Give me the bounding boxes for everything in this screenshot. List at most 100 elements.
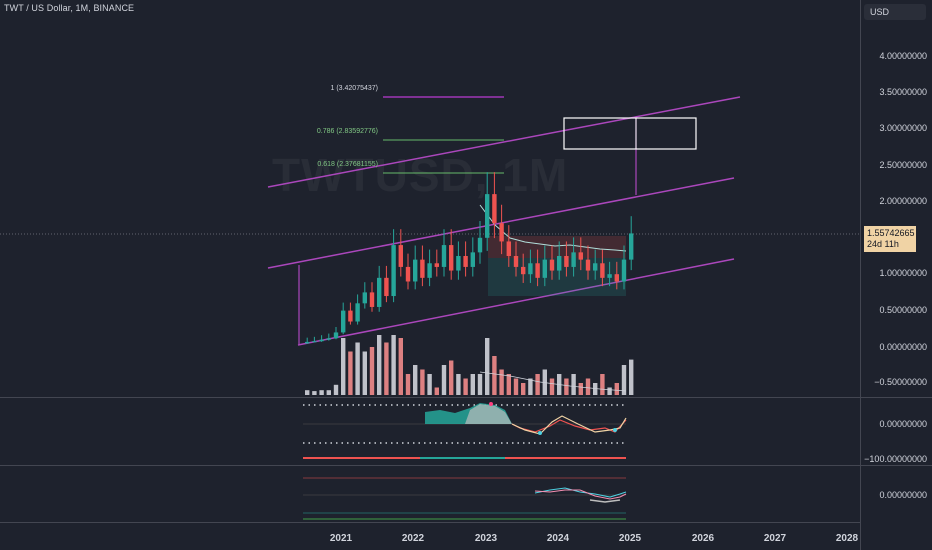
price-tick: −0.50000000 [874,377,927,387]
volume-bar [362,351,367,395]
moving-average-line [479,204,627,252]
candle[interactable] [434,263,439,267]
volume-bar [593,383,598,395]
volume-bar [319,390,324,395]
candle[interactable] [463,256,468,267]
fib-level-0618-label: 0.618 (2.37681155) [317,161,378,168]
chart-canvas[interactable]: 1 (3.42075437) 0.786 (2.83592776) 0.618 … [0,0,860,522]
candle[interactable] [528,263,533,275]
candle[interactable] [362,292,367,304]
year-label: 2022 [401,533,425,544]
candle[interactable] [341,310,346,333]
volume-bar [305,390,310,395]
volume-bar [341,338,346,395]
candle[interactable] [413,259,418,282]
volume-bar [413,365,418,395]
volume-bar [348,351,353,395]
volume-bar [470,374,475,395]
year-label: 2028 [835,533,859,544]
candle[interactable] [398,245,403,267]
target-zone-box[interactable] [563,117,697,150]
candle[interactable] [621,259,627,282]
volume-bar [600,374,605,395]
volume-bar [355,342,360,395]
symbol-title: TWT / US Dollar, 1M, BINANCE [4,3,135,13]
candle[interactable] [542,259,547,278]
candle[interactable] [506,241,511,256]
volume-bar [549,378,555,395]
candle[interactable] [427,263,432,278]
candle[interactable] [449,245,454,271]
candle[interactable] [333,332,339,339]
price-tick: 3.00000000 [879,123,927,133]
volume-bar [326,390,331,395]
osc2-main-line [534,487,627,498]
time-axis[interactable]: 2021 2022 2023 2024 2025 2026 2027 2028 [0,522,860,550]
candle[interactable] [326,338,331,340]
candle[interactable] [571,252,576,267]
candle[interactable] [485,194,490,238]
volume-bar [369,347,375,395]
candle[interactable] [557,256,562,271]
candle[interactable] [369,292,375,307]
candle[interactable] [578,252,583,260]
volume-bar [377,335,382,395]
price-tick: 0.00000000 [879,342,927,352]
volume-bar [492,356,497,395]
volume-bar [571,374,576,395]
candle[interactable] [492,194,497,224]
candle[interactable] [513,256,519,267]
candle[interactable] [377,277,382,307]
channel-lower-line[interactable] [297,258,735,346]
candle[interactable] [521,266,526,275]
candle[interactable] [312,341,317,343]
channel-middle-line[interactable] [267,177,735,269]
candle[interactable] [600,263,605,278]
currency-selector[interactable]: USD [864,4,926,20]
volume-bar [463,378,468,395]
candle[interactable] [319,339,324,342]
candle[interactable] [391,245,396,297]
pane-separator-2[interactable] [0,465,932,466]
candles-group[interactable] [305,172,634,344]
year-label: 2025 [618,533,642,544]
candle[interactable] [477,237,483,253]
candle[interactable] [535,263,540,278]
pane-separator-1[interactable] [0,397,932,398]
price-axis[interactable]: 4.00000000 3.50000000 3.00000000 2.50000… [860,0,932,550]
candle[interactable] [384,277,389,297]
candle[interactable] [564,256,569,267]
candle[interactable] [499,223,504,242]
candle[interactable] [348,310,353,322]
last-price-value: 1.55742665 [867,228,915,238]
candle[interactable] [549,259,555,271]
volume-bar [621,365,627,395]
volume-bar [456,374,461,395]
candle[interactable] [405,266,411,282]
price-tick: 2.00000000 [879,196,927,206]
year-label: 2023 [474,533,498,544]
candle[interactable] [593,263,598,271]
fib-level-1-label: 1 (3.42075437) [331,85,378,92]
bar-countdown: 24d 11h [867,239,899,249]
candle[interactable] [607,274,612,278]
candle[interactable] [585,259,591,271]
channel-upper-line[interactable] [267,96,741,188]
volume-bar [434,387,439,395]
candle[interactable] [470,252,475,267]
candle[interactable] [614,274,619,282]
volume-bar [391,335,396,395]
candle[interactable] [441,245,447,267]
volume-bars [305,335,634,395]
year-label: 2021 [329,533,353,544]
volume-bar [312,391,317,395]
candle[interactable] [456,256,461,271]
volume-bar [578,383,583,395]
candle[interactable] [355,303,360,322]
volume-bar [513,378,519,395]
candle[interactable] [420,259,425,278]
candle[interactable] [305,341,310,344]
fib-level-0786-label: 0.786 (2.83592776) [317,128,378,135]
candle[interactable] [629,233,634,260]
